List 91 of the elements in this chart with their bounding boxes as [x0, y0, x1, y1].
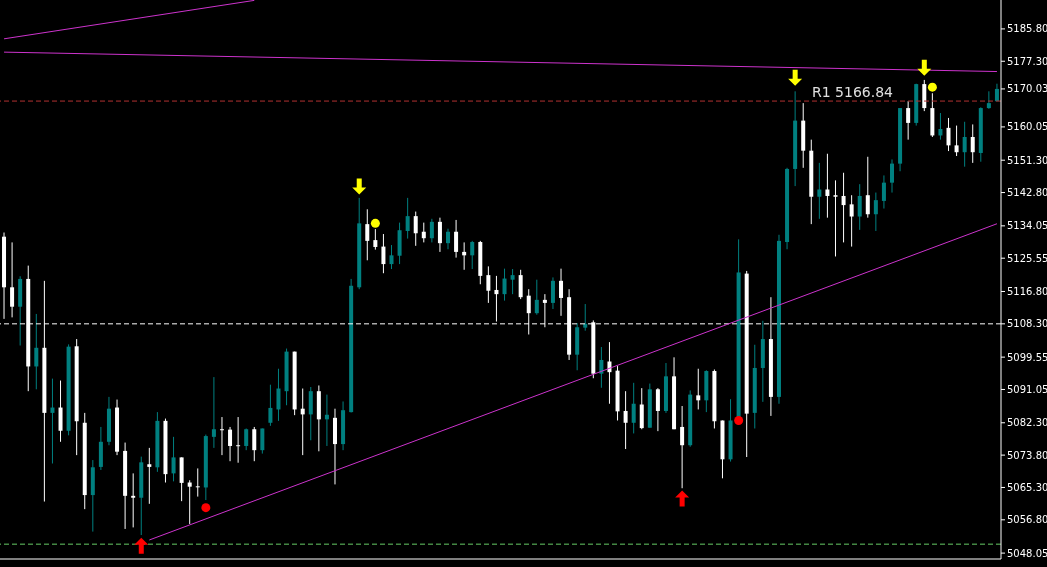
candlestick: [962, 121, 967, 168]
y-tick-label: 5151.30: [1007, 154, 1047, 166]
candlestick: [454, 219, 459, 259]
y-tick-label: 5048.05: [1007, 547, 1047, 559]
candlestick: [486, 265, 491, 304]
candlestick: [34, 313, 39, 390]
candlestick: [405, 197, 410, 240]
point: [675, 490, 690, 507]
candlestick: [276, 368, 281, 422]
candlestick: [211, 376, 216, 449]
candlestick: [825, 153, 830, 219]
y-tick-label: 5185.80: [1007, 23, 1047, 35]
candlestick: [470, 240, 475, 270]
candlestick: [195, 467, 200, 498]
candlestick: [817, 162, 822, 220]
candlestick: [219, 416, 224, 456]
y-tick-label: 5160.05: [1007, 121, 1047, 133]
candlestick: [986, 90, 991, 110]
candlestick: [147, 447, 152, 505]
candlestick: [954, 125, 959, 157]
candlestick: [559, 268, 564, 317]
y-tick-label: 5099.55: [1007, 351, 1047, 363]
y-tick-label: 5056.80: [1007, 514, 1047, 526]
candlestick: [244, 427, 249, 451]
candlestick: [696, 368, 701, 410]
candlestick: [833, 179, 838, 257]
candlestick: [655, 387, 660, 432]
candlestick: [268, 384, 273, 427]
y-tick-label: 5116.80: [1007, 286, 1047, 298]
y-tick-label: 5108.30: [1007, 318, 1047, 330]
candlestick: [623, 390, 628, 450]
candlestick: [599, 346, 604, 389]
candlestick: [518, 269, 523, 300]
point: [201, 503, 211, 513]
y-tick-label: 5125.55: [1007, 252, 1047, 264]
candlestick: [510, 268, 515, 295]
candlestick: [228, 426, 233, 462]
point: [927, 82, 937, 92]
point: [352, 178, 367, 195]
y-tick-label: 5134.05: [1007, 220, 1047, 232]
candlestick: [938, 112, 943, 141]
candlestick: [857, 183, 862, 231]
candlestick: [236, 416, 241, 464]
candlestick: [10, 241, 15, 318]
candlestick: [58, 380, 63, 443]
candlestick: [534, 279, 539, 316]
y-tick-label: 5091.05: [1007, 384, 1047, 396]
point: [917, 59, 932, 76]
candlestick: [502, 268, 507, 302]
candlestick: [421, 222, 426, 243]
candlestick: [429, 218, 434, 243]
point: [134, 537, 149, 554]
candlestick: [873, 192, 878, 232]
y-tick-label: 5170.03: [1007, 83, 1047, 95]
candlestick: [389, 244, 394, 270]
candlestick: [631, 382, 636, 434]
y-tick-label: 5142.80: [1007, 187, 1047, 199]
candlestick: [365, 208, 370, 261]
candlestick: [131, 472, 136, 528]
candlestick: [50, 378, 55, 464]
point: [788, 69, 803, 86]
candlestick: [639, 387, 644, 430]
candlestick: [881, 174, 886, 210]
candlestick: [252, 426, 257, 462]
candlestick: [550, 276, 555, 310]
candlestick: [437, 217, 442, 253]
candlestick: [308, 386, 313, 441]
y-tick-label: 5082.30: [1007, 417, 1047, 429]
candlestick: [373, 228, 378, 251]
candlestick: [381, 233, 386, 274]
y-tick-label: 5177.30: [1007, 55, 1047, 67]
candlestick: [946, 117, 951, 152]
y-tick-label: 5065.30: [1007, 482, 1047, 494]
candlestick: [680, 405, 685, 489]
candlestick: [970, 123, 975, 164]
y-tick-label: 5073.80: [1007, 449, 1047, 461]
candlestick: [849, 194, 854, 248]
candlestick: [171, 436, 176, 482]
candlestick: [260, 427, 265, 455]
ref-line-label: R1 5166.84: [812, 84, 894, 101]
candlestick: [906, 100, 911, 141]
candlestick: [446, 228, 451, 250]
point: [370, 218, 380, 228]
candlestick: [922, 79, 927, 112]
candlestick: [865, 156, 870, 219]
candlestick: [187, 479, 192, 525]
point: [734, 415, 744, 425]
candlestick: [583, 303, 588, 332]
candlestick: [413, 211, 418, 247]
candlestick: [841, 172, 846, 243]
candlestick: [890, 158, 894, 194]
